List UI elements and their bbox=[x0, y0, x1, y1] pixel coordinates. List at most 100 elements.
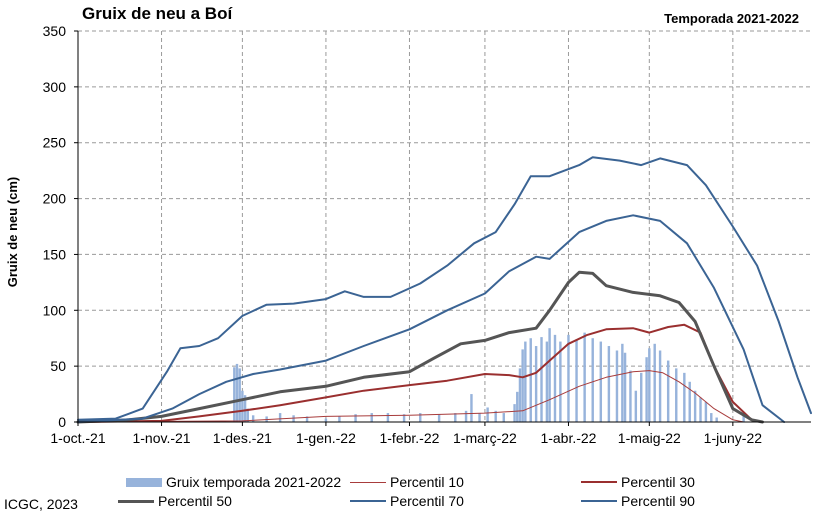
legend-item-p90: Percentil 90 bbox=[581, 492, 695, 510]
legend-item-p70: Percentil 70 bbox=[350, 492, 464, 510]
y-tick-labels: 0 50 100 150 200 250 300 350 bbox=[43, 23, 67, 430]
snow-depth-bar bbox=[666, 360, 670, 422]
x-tick-labels: 1-oct.-21 1-nov.-21 1-des.-21 1-gen.-22 1-fe… bbox=[50, 430, 762, 446]
snow-depth-bar bbox=[241, 390, 244, 422]
snow-depth-bar bbox=[524, 341, 527, 422]
snow-depth-bar bbox=[545, 341, 549, 422]
snow-depth-bar bbox=[658, 350, 662, 422]
legend-swatch-p90 bbox=[581, 500, 617, 502]
legend-item-gruix: Gruix temporada 2021-2022 bbox=[126, 473, 341, 491]
snow-depth-bar bbox=[621, 343, 624, 422]
snow-depth-bar bbox=[324, 418, 328, 422]
snow-depth-bar bbox=[419, 413, 422, 422]
bar-series bbox=[233, 328, 745, 422]
snow-depth-bar bbox=[486, 407, 489, 422]
snow-depth-bar bbox=[518, 368, 522, 422]
snow-depth-bar bbox=[251, 415, 255, 422]
snow-depth-bar bbox=[693, 390, 697, 422]
snow-depth-bar bbox=[494, 410, 497, 422]
y-tick-label: 100 bbox=[43, 302, 67, 318]
y-tick-label: 50 bbox=[50, 358, 66, 374]
y-tick-label: 350 bbox=[43, 23, 67, 39]
snow-depth-bar bbox=[540, 337, 543, 422]
y-tick-label: 200 bbox=[43, 191, 67, 207]
legend-label-p70: Percentil 70 bbox=[390, 493, 464, 509]
snow-depth-bar bbox=[675, 368, 678, 422]
x-tick-label: 1-febr.-22 bbox=[379, 430, 439, 446]
snow-depth-bar bbox=[454, 413, 457, 422]
snow-depth-bar bbox=[640, 372, 643, 422]
snow-depth-bar bbox=[521, 349, 524, 422]
snow-depth-bar bbox=[710, 413, 713, 422]
snow-depth-bar bbox=[278, 413, 282, 422]
legend-label-p10: Percentil 10 bbox=[390, 474, 464, 490]
legend-item-p10: Percentil 10 bbox=[350, 473, 464, 491]
snow-depth-bar bbox=[699, 397, 702, 422]
snow-depth-bar bbox=[305, 416, 309, 422]
percentile-line bbox=[77, 156, 812, 421]
snow-depth-bar bbox=[402, 414, 406, 422]
legend-label-p90: Percentil 90 bbox=[621, 493, 695, 509]
legend-label-gruix: Gruix temporada 2021-2022 bbox=[166, 474, 342, 490]
snow-depth-bar bbox=[386, 413, 390, 422]
snow-depth-bar bbox=[529, 338, 532, 422]
legend-item-p30: Percentil 30 bbox=[581, 473, 695, 491]
legend-item-p50: Percentil 50 bbox=[118, 492, 232, 510]
chart-title: Gruix de neu a Boí bbox=[82, 4, 233, 23]
snow-depth-bar bbox=[338, 416, 341, 422]
y-tick-label: 150 bbox=[43, 246, 67, 262]
snow-depth-bar bbox=[715, 417, 718, 422]
snow-depth-bar bbox=[583, 332, 586, 422]
snow-depth-bar bbox=[591, 338, 594, 422]
percentile-line bbox=[76, 270, 764, 424]
x-tick-label: 1-maig-22 bbox=[618, 430, 681, 446]
snow-depth-bar bbox=[478, 413, 481, 422]
x-tick-label: 1-gen.-22 bbox=[296, 430, 356, 446]
snow-depth-bar bbox=[567, 334, 570, 422]
x-tick-label: 1-des.-21 bbox=[213, 430, 272, 446]
snow-depth-bar bbox=[246, 408, 249, 422]
snow-depth-bar bbox=[599, 341, 603, 422]
snow-depth-bar bbox=[238, 368, 241, 422]
snow-depth-bar bbox=[704, 401, 708, 422]
chart-grid bbox=[78, 30, 811, 422]
snow-depth-bar bbox=[683, 372, 686, 422]
snow-depth-bar bbox=[742, 411, 745, 422]
snow-depth-bar bbox=[233, 367, 236, 422]
x-tick-label: 1-juny-22 bbox=[704, 430, 763, 446]
snow-depth-bar bbox=[370, 413, 373, 422]
snow-depth-bar bbox=[615, 350, 619, 422]
legend-label-p50: Percentil 50 bbox=[158, 493, 232, 509]
line-series bbox=[76, 156, 812, 424]
snow-depth-bar bbox=[634, 390, 638, 422]
snow-depth-bar bbox=[243, 395, 247, 422]
snow-depth-bar bbox=[292, 415, 295, 422]
season-label: Temporada 2021-2022 bbox=[664, 11, 799, 26]
y-axis-label: Gruix de neu (cm) bbox=[5, 177, 20, 288]
y-tick-label: 250 bbox=[43, 135, 67, 151]
percentile-line bbox=[77, 214, 786, 423]
y-tick-label: 300 bbox=[43, 79, 67, 95]
percentile-line bbox=[77, 370, 745, 423]
x-tick-label: 1-març-22 bbox=[453, 430, 517, 446]
snow-depth-bar bbox=[502, 413, 505, 422]
snow-depth-bar bbox=[553, 334, 557, 422]
snow-depth-bar bbox=[235, 363, 239, 422]
snow-depth-bar bbox=[607, 346, 611, 422]
x-tick-label: 1-oct.-21 bbox=[50, 430, 105, 446]
snow-depth-bar bbox=[534, 346, 538, 422]
snow-depth-bar bbox=[653, 343, 656, 422]
chart-axes bbox=[74, 30, 811, 426]
snow-depth-bar bbox=[688, 381, 691, 422]
snow-depth-bar bbox=[548, 328, 551, 422]
legend-swatch-p10 bbox=[350, 481, 386, 483]
snow-depth-bar bbox=[470, 394, 473, 422]
credit-label: ICGC, 2023 bbox=[4, 496, 78, 512]
legend-swatch-p30 bbox=[581, 481, 617, 483]
snow-depth-bar bbox=[648, 348, 651, 422]
snow-depth-bar bbox=[623, 352, 627, 422]
y-tick-label: 0 bbox=[58, 414, 66, 430]
legend-swatch-gruix bbox=[126, 477, 162, 487]
legend-swatch-p50 bbox=[118, 499, 154, 503]
